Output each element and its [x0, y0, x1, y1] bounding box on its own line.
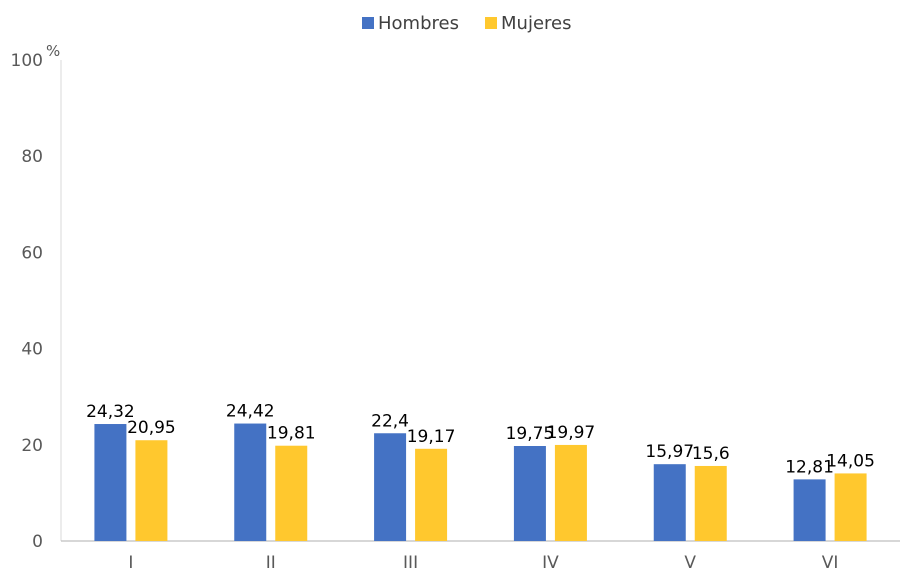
y-tick-label: 80 — [21, 147, 43, 167]
y-tick-label: 0 — [32, 532, 43, 552]
data-label: 14,05 — [826, 451, 875, 471]
legend-label-mujeres: Mujeres — [501, 13, 571, 34]
bar-hombres-II — [234, 423, 267, 541]
bar-hombres-V — [653, 464, 686, 541]
x-tick-label: VI — [822, 553, 839, 571]
y-tick-label: 20 — [21, 436, 43, 456]
bar-hombres-IV — [513, 446, 546, 541]
data-label: 19,17 — [407, 427, 456, 447]
data-label: 15,97 — [645, 442, 694, 462]
x-tick-label: I — [128, 553, 133, 571]
bar-hombres-III — [374, 433, 407, 541]
data-label: 19,75 — [506, 424, 555, 444]
data-label: 12,81 — [785, 457, 834, 477]
data-label: 24,42 — [226, 402, 275, 422]
bar-mujeres-VI — [834, 473, 867, 541]
data-label: 15,6 — [692, 444, 730, 464]
legend-swatch-hombres — [362, 17, 374, 29]
y-tick-label: 100 — [11, 51, 43, 71]
data-label: 24,32 — [86, 402, 135, 422]
y-axis-unit: % — [46, 42, 60, 60]
data-label: 22,4 — [371, 411, 409, 431]
bar-mujeres-III — [415, 448, 448, 541]
bars-group — [94, 423, 867, 541]
y-axis-ticks: 0 20 40 60 80 100 — [11, 51, 43, 552]
bar-mujeres-II — [275, 445, 308, 541]
y-tick-label: 40 — [21, 340, 43, 360]
x-tick-label: IV — [542, 553, 559, 571]
chart-legend: Hombres Mujeres — [362, 13, 571, 34]
legend-label-hombres: Hombres — [378, 13, 459, 34]
data-label: 19,97 — [547, 423, 596, 443]
x-tick-label: V — [684, 553, 696, 571]
x-tick-label: III — [403, 553, 418, 571]
bar-mujeres-V — [694, 465, 727, 541]
x-axis-ticks: I II III IV V VI — [128, 553, 838, 571]
data-label: 19,81 — [267, 424, 316, 444]
bar-mujeres-IV — [554, 444, 587, 541]
data-label: 20,95 — [127, 418, 176, 438]
bar-mujeres-I — [135, 440, 168, 541]
bar-hombres-VI — [793, 479, 826, 541]
legend-swatch-mujeres — [485, 17, 497, 29]
bar-hombres-I — [94, 424, 127, 541]
x-tick-label: II — [266, 553, 276, 571]
y-tick-label: 60 — [21, 243, 43, 263]
